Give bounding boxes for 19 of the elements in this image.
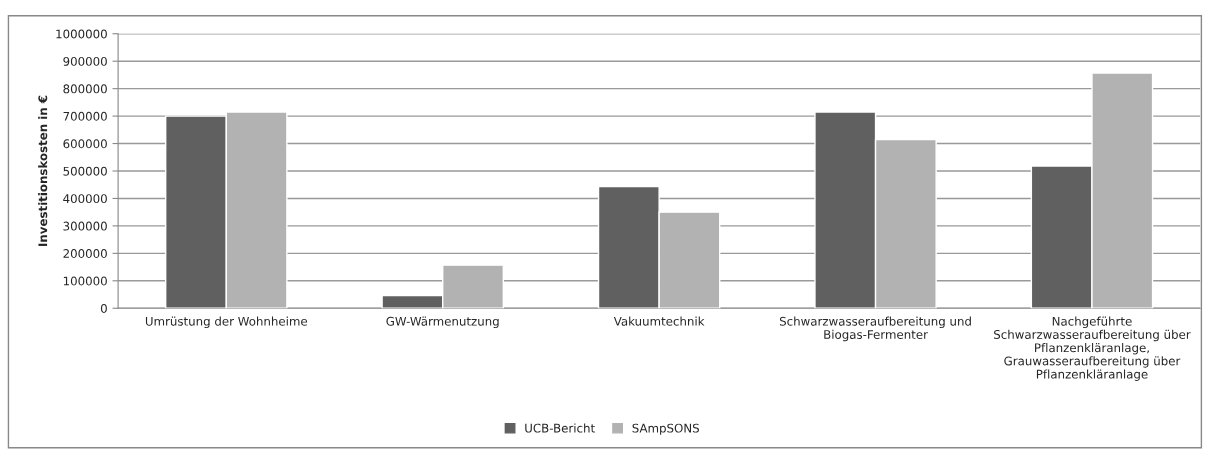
- y-tick-label: 0: [100, 303, 107, 313]
- x-tick-label: Nachgeführte Schwarzwasseraufbereitung über Pflanzenkläranlage, Grauwasseraufbereitung über Pflanzenkläranlage: [994, 316, 1191, 381]
- y-tick-label: 600000: [63, 139, 107, 149]
- y-tick-label: 900000: [63, 56, 107, 66]
- y-axis-title: Investitionskosten in €: [38, 95, 48, 246]
- legend-label: SAmpSONS: [632, 423, 699, 435]
- y-tick-label: 100000: [63, 276, 107, 286]
- x-tick-label: GW-Wärmenutzung: [386, 316, 499, 329]
- y-tick-label: 400000: [63, 194, 107, 204]
- x-tick-label: Umrüstung der Wohnheime: [145, 316, 308, 329]
- y-tick-label: 1000000: [56, 29, 107, 39]
- y-tick-label: 300000: [63, 221, 107, 231]
- y-tick-label: 800000: [63, 84, 107, 94]
- y-tick-label: 500000: [63, 166, 107, 176]
- y-tick-label: 700000: [63, 111, 107, 121]
- x-tick-label: Vakuumtechnik: [613, 316, 705, 326]
- y-tick-label: 200000: [63, 249, 107, 258]
- legend-label: UCB-Bericht: [525, 423, 595, 433]
- x-tick-label: Schwarzwasseraufbereitung und Biogas-Fermenter: [779, 316, 971, 342]
